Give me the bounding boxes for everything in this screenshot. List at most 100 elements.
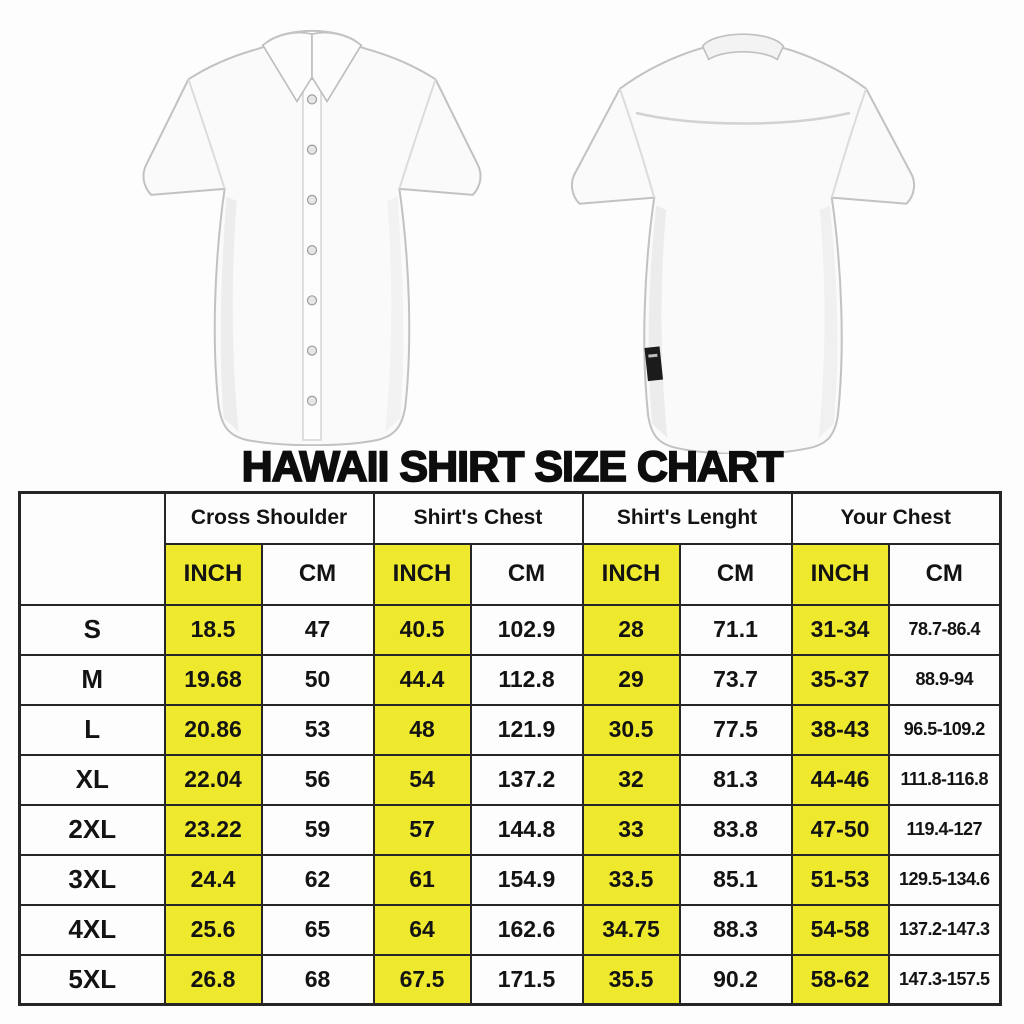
value-cell: 34.75 bbox=[581, 903, 681, 956]
shirt-back-image bbox=[552, 16, 934, 454]
table-row: 3XL 24.4 62 61 154.9 33.5 85.1 51-53 129.5-134.6 bbox=[18, 853, 1002, 906]
value-cell: 44-46 bbox=[790, 753, 890, 806]
unit-header-cm: CM bbox=[469, 542, 584, 606]
size-cell: L bbox=[18, 703, 166, 756]
value-cell: 121.9 bbox=[469, 703, 584, 756]
unit-header-inch: INCH bbox=[163, 542, 263, 606]
column-group-shirts-lenght: Shirt's Lenght bbox=[581, 491, 793, 545]
table-row: 2XL 23.22 59 57 144.8 33 83.8 47-50 119.4-127 bbox=[18, 803, 1002, 856]
unit-header-inch: INCH bbox=[372, 542, 472, 606]
size-chart-table: Cross Shoulder Shirt's Chest Shirt's Len… bbox=[18, 491, 1003, 1006]
value-cell: 50 bbox=[260, 653, 375, 706]
value-cell: 20.86 bbox=[163, 703, 263, 756]
table-row: XL 22.04 56 54 137.2 32 81.3 44-46 111.8-116.8 bbox=[18, 753, 1002, 806]
value-cell: 154.9 bbox=[469, 853, 584, 906]
value-cell: 137.2 bbox=[469, 753, 584, 806]
table-row: M 19.68 50 44.4 112.8 29 73.7 35-37 88.9-94 bbox=[18, 653, 1002, 706]
value-cell: 40.5 bbox=[372, 603, 472, 656]
value-cell: 48 bbox=[372, 703, 472, 756]
value-cell: 71.1 bbox=[678, 603, 793, 656]
value-cell: 73.7 bbox=[678, 653, 793, 706]
value-cell: 25.6 bbox=[163, 903, 263, 956]
value-cell: 33.5 bbox=[581, 853, 681, 906]
value-cell: 81.3 bbox=[678, 753, 793, 806]
unit-header-row: INCH CM INCH CM INCH CM INCH CM bbox=[20, 542, 1002, 606]
value-cell: 102.9 bbox=[469, 603, 584, 656]
value-cell: 57 bbox=[372, 803, 472, 856]
value-cell: 19.68 bbox=[163, 653, 263, 706]
value-cell: 119.4-127 bbox=[887, 803, 1002, 856]
shirt-buttons bbox=[306, 94, 318, 406]
value-cell: 88.3 bbox=[678, 903, 793, 956]
table-row: 5XL 26.8 68 67.5 171.5 35.5 90.2 58-62 147.3-157… bbox=[18, 953, 1002, 1006]
value-cell: 144.8 bbox=[469, 803, 584, 856]
value-cell: 47-50 bbox=[790, 803, 890, 856]
value-cell: 32 bbox=[581, 753, 681, 806]
table-row: L 20.86 53 48 121.9 30.5 77.5 38-43 96.5-109.2 bbox=[18, 703, 1002, 756]
value-cell: 33 bbox=[581, 803, 681, 856]
value-cell: 171.5 bbox=[469, 953, 584, 1006]
unit-header-cm: CM bbox=[260, 542, 375, 606]
value-cell: 28 bbox=[581, 603, 681, 656]
column-group-cross-shoulder: Cross Shoulder bbox=[163, 491, 375, 545]
table-row: S 18.5 47 40.5 102.9 28 71.1 31-34 78.7-86.4 bbox=[18, 603, 1002, 656]
value-cell: 61 bbox=[372, 853, 472, 906]
value-cell: 68 bbox=[260, 953, 375, 1006]
size-column-corner bbox=[18, 491, 166, 606]
value-cell: 56 bbox=[260, 753, 375, 806]
value-cell: 54 bbox=[372, 753, 472, 806]
value-cell: 38-43 bbox=[790, 703, 890, 756]
shirt-yoke-seam bbox=[635, 111, 851, 125]
size-cell: M bbox=[18, 653, 166, 706]
shirt-front-drawing bbox=[142, 29, 482, 446]
table-row: 4XL 25.6 65 64 162.6 34.75 88.3 54-58 137.2-147.… bbox=[18, 903, 1002, 956]
value-cell: 65 bbox=[260, 903, 375, 956]
page-title: HAWAII SHIRT SIZE CHART bbox=[241, 442, 784, 492]
value-cell: 54-58 bbox=[790, 903, 890, 956]
shirt-front-image bbox=[126, 4, 498, 446]
value-cell: 129.5-134.6 bbox=[887, 853, 1002, 906]
value-cell: 59 bbox=[260, 803, 375, 856]
size-cell: 5XL bbox=[18, 953, 166, 1006]
shirt-back-collar bbox=[701, 33, 785, 61]
column-group-shirts-chest: Shirt's Chest bbox=[372, 491, 584, 545]
unit-header-inch: INCH bbox=[581, 542, 681, 606]
shirt-hem-tag bbox=[644, 346, 664, 382]
column-group-your-chest: Your Chest bbox=[790, 491, 1002, 545]
value-cell: 90.2 bbox=[678, 953, 793, 1006]
value-cell: 78.7-86.4 bbox=[887, 603, 1002, 656]
unit-header-cm: CM bbox=[887, 542, 1002, 606]
value-cell: 62 bbox=[260, 853, 375, 906]
value-cell: 96.5-109.2 bbox=[887, 703, 1002, 756]
size-cell: 2XL bbox=[18, 803, 166, 856]
value-cell: 64 bbox=[372, 903, 472, 956]
shirt-back-body bbox=[570, 41, 916, 454]
value-cell: 31-34 bbox=[790, 603, 890, 656]
value-cell: 47 bbox=[260, 603, 375, 656]
unit-header-cm: CM bbox=[678, 542, 793, 606]
value-cell: 112.8 bbox=[469, 653, 584, 706]
value-cell: 44.4 bbox=[372, 653, 472, 706]
value-cell: 18.5 bbox=[163, 603, 263, 656]
value-cell: 88.9-94 bbox=[887, 653, 1002, 706]
value-cell: 137.2-147.3 bbox=[887, 903, 1002, 956]
shirt-collar bbox=[261, 31, 363, 103]
unit-header-inch: INCH bbox=[790, 542, 890, 606]
group-header-row: Cross Shoulder Shirt's Chest Shirt's Len… bbox=[18, 491, 1002, 606]
value-cell: 24.4 bbox=[163, 853, 263, 906]
value-cell: 22.04 bbox=[163, 753, 263, 806]
size-cell: 4XL bbox=[18, 903, 166, 956]
value-cell: 23.22 bbox=[163, 803, 263, 856]
value-cell: 83.8 bbox=[678, 803, 793, 856]
value-cell: 35.5 bbox=[581, 953, 681, 1006]
value-cell: 147.3-157.5 bbox=[887, 953, 1002, 1006]
value-cell: 162.6 bbox=[469, 903, 584, 956]
value-cell: 30.5 bbox=[581, 703, 681, 756]
value-cell: 26.8 bbox=[163, 953, 263, 1006]
size-table-body: S 18.5 47 40.5 102.9 28 71.1 31-34 78.7-86.4 M 19.… bbox=[18, 603, 1002, 1006]
value-cell: 53 bbox=[260, 703, 375, 756]
value-cell: 85.1 bbox=[678, 853, 793, 906]
size-cell: 3XL bbox=[18, 853, 166, 906]
value-cell: 35-37 bbox=[790, 653, 890, 706]
